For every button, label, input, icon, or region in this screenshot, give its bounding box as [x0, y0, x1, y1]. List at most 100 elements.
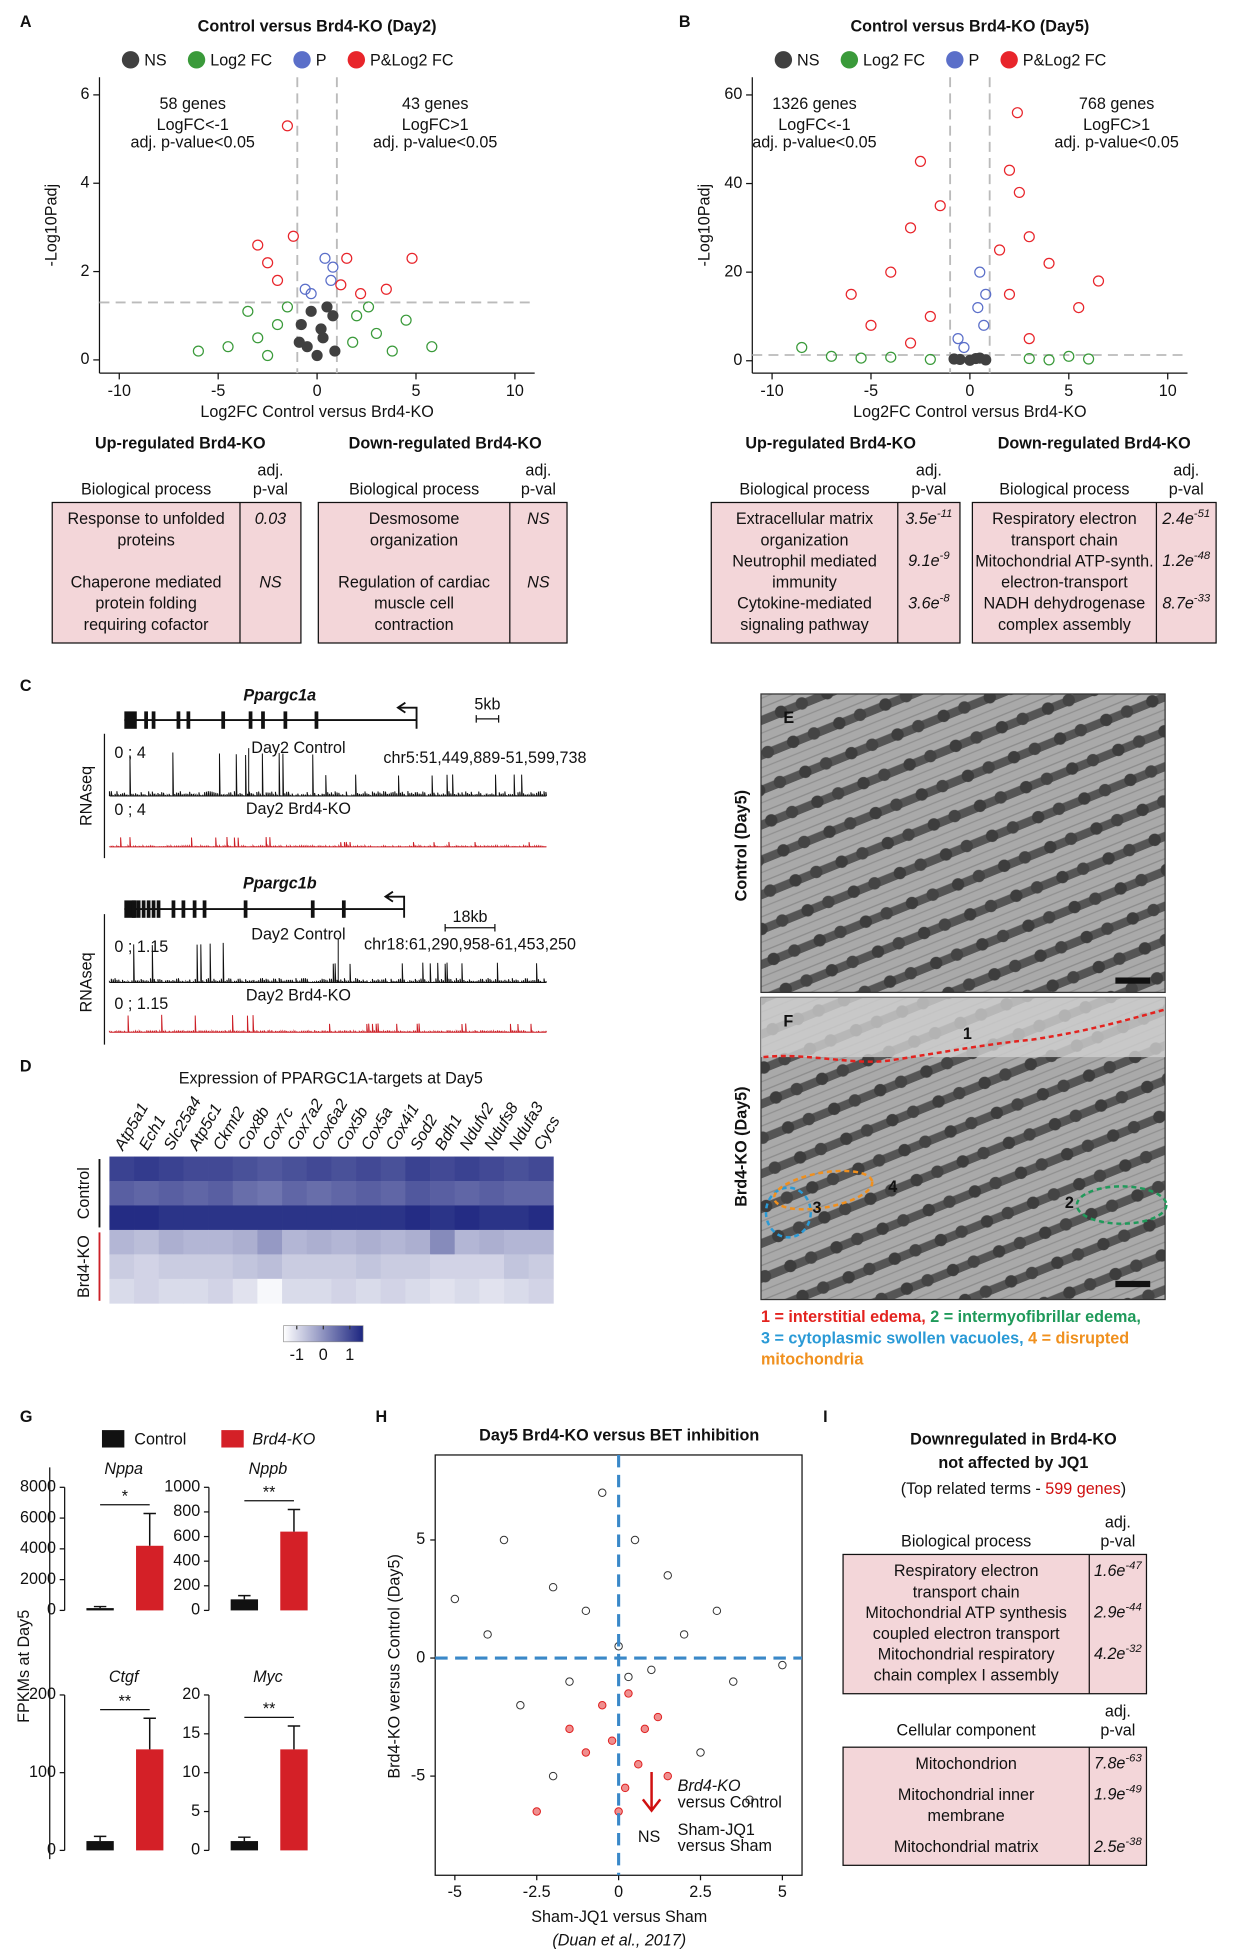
panel-letter: I — [823, 1408, 828, 1426]
point — [287, 230, 299, 242]
y-tick-label: 0 — [47, 1601, 56, 1619]
y-tick-label: 4 — [81, 173, 90, 191]
term: signaling pathway — [740, 616, 869, 634]
p-value-exponent: -32 — [1125, 1643, 1142, 1655]
term: protein folding — [95, 595, 196, 613]
heatmap-cell — [405, 1278, 431, 1304]
bar — [86, 1841, 114, 1851]
error-bar — [93, 1605, 107, 1609]
p-value-base: 9.1e — [908, 552, 939, 570]
exon — [136, 900, 141, 918]
point — [964, 354, 976, 366]
p-value: 3.6e-8 — [908, 592, 950, 612]
heatmap-cell — [158, 1181, 184, 1206]
point — [974, 266, 986, 278]
heatmap-cell — [232, 1229, 258, 1255]
column-header: p-val — [521, 480, 556, 498]
point — [598, 1701, 607, 1710]
column-header: Biological process — [901, 1532, 1031, 1550]
p-value-exponent: -47 — [1125, 1560, 1142, 1572]
panel-letter: C — [20, 677, 32, 695]
error-bar — [238, 1594, 251, 1600]
region-label: 2 — [1065, 1194, 1074, 1212]
y-axis-label: FPKMs at Day5 — [15, 1610, 33, 1723]
heatmap-cell — [183, 1254, 209, 1280]
y-tick-label: 10 — [182, 1763, 200, 1781]
track-range: 0 ; 1.15 — [114, 938, 168, 956]
table-title: Up-regulated Brd4-KO — [745, 434, 916, 452]
summary-title: not affected by JQ1 — [938, 1454, 1088, 1472]
heatmap-cell — [454, 1278, 480, 1304]
chart-title: Ctgf — [109, 1668, 140, 1686]
error-bar — [238, 1836, 251, 1842]
p-value-base: 1.2e — [1162, 552, 1193, 570]
heatmap-cell — [134, 1156, 160, 1182]
point — [242, 305, 254, 317]
track-label: Day2 Brd4-KO — [246, 986, 351, 1004]
point — [825, 350, 838, 362]
x-tick-label: -5 — [211, 382, 225, 400]
heatmap-cell — [183, 1278, 209, 1304]
term: transport chain — [913, 1583, 1020, 1601]
p-value: 4.2e-32 — [1094, 1643, 1142, 1663]
point — [406, 252, 418, 264]
heatmap-cell — [380, 1156, 406, 1182]
y-tick-label: 5 — [191, 1802, 200, 1820]
heatmap-cell — [528, 1278, 554, 1304]
heatmap-cell — [454, 1156, 480, 1182]
heatmap-cell — [282, 1181, 308, 1206]
p-value-base: 7.8e — [1094, 1755, 1125, 1773]
condition-label: Control (Day5) — [733, 790, 751, 901]
p-value-base: 3.5e — [905, 510, 936, 528]
point — [696, 1748, 705, 1757]
p-value-exponent: -33 — [1194, 592, 1211, 604]
heatmap-cell — [405, 1205, 431, 1231]
p-value-exponent: -38 — [1125, 1836, 1142, 1848]
point — [958, 341, 970, 354]
heatmap-cell — [306, 1181, 332, 1206]
column-header: p-val — [1169, 480, 1204, 498]
region-outline — [1075, 1185, 1168, 1225]
x-axis-label: Log2FC Control versus Brd4-KO — [853, 403, 1086, 421]
point — [262, 349, 274, 362]
heatmap-cell — [479, 1181, 505, 1206]
exon — [310, 900, 315, 918]
p-value-base: 2.5e — [1093, 1838, 1125, 1856]
column-header: adj. — [1105, 1703, 1131, 1721]
point — [1003, 164, 1016, 176]
heatmap-cell — [232, 1254, 258, 1280]
heatmap-cell — [479, 1278, 505, 1304]
heatmap-cell — [380, 1254, 406, 1280]
heatmap-cell — [380, 1205, 406, 1231]
exon — [151, 900, 156, 918]
point — [311, 349, 323, 362]
annotation: LogFC<-1 — [157, 116, 229, 134]
point — [679, 1630, 689, 1639]
panel-letter: E — [783, 709, 794, 727]
heatmap-cell — [504, 1229, 530, 1255]
p-value: 9.1e-9 — [908, 550, 950, 570]
heatmap-cell — [109, 1181, 135, 1206]
scale-bar — [444, 924, 496, 932]
region-outline — [764, 1186, 812, 1239]
point — [993, 244, 1006, 256]
panel-letter: D — [20, 1057, 32, 1075]
region-label: 3 — [812, 1199, 821, 1217]
term: requiring cofactor — [84, 616, 209, 634]
term: contraction — [375, 616, 454, 634]
point — [974, 352, 986, 364]
point — [1013, 186, 1025, 199]
heatmap-cell — [380, 1229, 406, 1255]
heatmap-cell — [356, 1254, 382, 1280]
table-box — [710, 501, 961, 644]
exon — [181, 900, 186, 918]
x-tick-label: 5 — [411, 382, 420, 400]
term: Mitochondrial respiratory — [878, 1645, 1056, 1663]
error-bar — [93, 1835, 107, 1842]
bar — [280, 1531, 308, 1611]
heatmap-cell — [282, 1278, 308, 1304]
panel-letter: B — [679, 13, 691, 31]
heatmap-cell — [405, 1254, 431, 1280]
subtitle-part: ) — [1121, 1480, 1126, 1498]
heatmap-cell — [306, 1156, 332, 1182]
